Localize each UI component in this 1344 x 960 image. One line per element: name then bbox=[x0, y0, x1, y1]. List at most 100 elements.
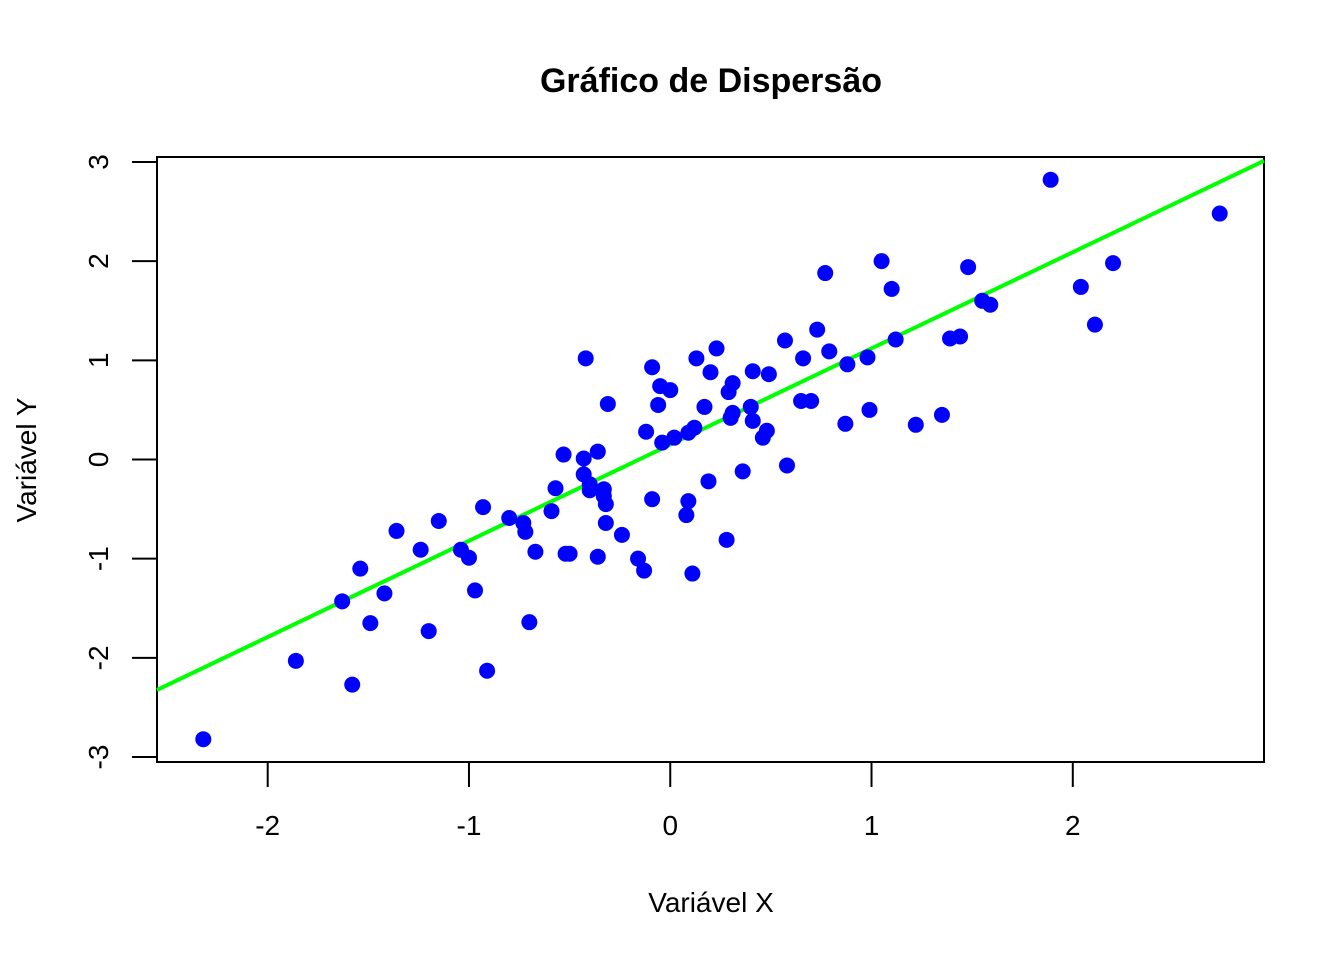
data-point bbox=[334, 593, 351, 610]
data-point bbox=[952, 328, 969, 345]
data-point bbox=[982, 296, 999, 313]
points-layer bbox=[195, 171, 1228, 748]
data-point bbox=[778, 457, 795, 474]
data-point bbox=[744, 363, 761, 380]
data-point bbox=[837, 415, 854, 432]
data-point bbox=[589, 548, 606, 565]
data-point bbox=[430, 512, 447, 529]
data-point bbox=[638, 423, 655, 440]
y-tick-label: 1 bbox=[83, 353, 114, 369]
x-tick-label: 2 bbox=[1065, 810, 1081, 841]
y-tick-label: -3 bbox=[83, 745, 114, 770]
data-point bbox=[599, 395, 616, 412]
data-point bbox=[547, 480, 564, 497]
data-point bbox=[1211, 205, 1228, 222]
data-point bbox=[630, 550, 647, 567]
data-point bbox=[887, 331, 904, 348]
data-point bbox=[684, 565, 701, 582]
data-point bbox=[517, 523, 534, 540]
data-point bbox=[688, 350, 705, 367]
data-point bbox=[809, 321, 826, 338]
data-point bbox=[666, 429, 683, 446]
data-point bbox=[1086, 316, 1103, 333]
data-point bbox=[708, 340, 725, 357]
data-point bbox=[1105, 255, 1122, 272]
data-point bbox=[460, 549, 477, 566]
y-axis: -3 -2 -1 0 1 2 3 bbox=[83, 154, 158, 770]
data-point bbox=[817, 265, 834, 282]
y-tick-label: -1 bbox=[83, 546, 114, 571]
data-point bbox=[555, 446, 572, 463]
data-point bbox=[742, 398, 759, 415]
data-point bbox=[1072, 278, 1089, 295]
data-point bbox=[644, 491, 661, 508]
data-point bbox=[702, 364, 719, 381]
regression-line bbox=[156, 159, 1265, 692]
data-point bbox=[883, 280, 900, 297]
data-point bbox=[501, 510, 518, 527]
data-point bbox=[589, 443, 606, 460]
data-point bbox=[662, 382, 679, 399]
data-point bbox=[873, 253, 890, 270]
data-point bbox=[696, 398, 713, 415]
y-tick-label: 0 bbox=[83, 452, 114, 468]
data-point bbox=[734, 463, 751, 480]
data-point bbox=[376, 585, 393, 602]
data-point bbox=[412, 541, 429, 558]
data-point bbox=[650, 396, 667, 413]
data-point bbox=[861, 401, 878, 418]
data-point bbox=[581, 482, 598, 499]
data-point bbox=[654, 434, 671, 451]
x-tick-label: 0 bbox=[662, 810, 678, 841]
data-point bbox=[287, 652, 304, 669]
data-point bbox=[821, 343, 838, 360]
data-point bbox=[718, 531, 735, 548]
plot-frame bbox=[156, 156, 1265, 763]
data-point bbox=[760, 366, 777, 383]
data-point bbox=[388, 522, 405, 539]
data-point bbox=[1042, 171, 1059, 188]
y-tick-label: -2 bbox=[83, 645, 114, 670]
data-point bbox=[744, 412, 761, 429]
data-point bbox=[776, 332, 793, 349]
data-point bbox=[521, 614, 538, 631]
data-point bbox=[907, 416, 924, 433]
data-point bbox=[803, 392, 820, 409]
data-point bbox=[700, 473, 717, 490]
x-tick-label: -2 bbox=[255, 810, 280, 841]
x-tick-label: 1 bbox=[864, 810, 880, 841]
data-point bbox=[644, 359, 661, 376]
data-point bbox=[795, 350, 812, 367]
y-axis-label: Variável Y bbox=[11, 397, 42, 522]
data-point bbox=[859, 349, 876, 366]
y-tick-label: 3 bbox=[83, 154, 114, 170]
data-point bbox=[577, 350, 594, 367]
data-point bbox=[758, 422, 775, 439]
data-point bbox=[420, 623, 437, 640]
data-point bbox=[195, 731, 212, 748]
data-point bbox=[839, 356, 856, 373]
data-point bbox=[960, 259, 977, 276]
data-point bbox=[561, 545, 578, 562]
data-point bbox=[597, 496, 614, 513]
data-point bbox=[724, 375, 741, 392]
data-point bbox=[636, 562, 653, 579]
data-point bbox=[613, 526, 630, 543]
data-point bbox=[527, 543, 544, 560]
data-point bbox=[597, 514, 614, 531]
x-axis: -2 -1 0 1 2 bbox=[255, 761, 1081, 841]
data-point bbox=[467, 582, 484, 599]
data-point bbox=[678, 507, 695, 524]
y-tick-label: 2 bbox=[83, 253, 114, 269]
x-tick-label: -1 bbox=[457, 810, 482, 841]
data-point bbox=[933, 406, 950, 423]
data-point bbox=[344, 676, 361, 693]
data-point bbox=[543, 503, 560, 520]
data-point bbox=[686, 419, 703, 436]
data-point bbox=[575, 450, 592, 467]
data-point bbox=[352, 560, 369, 577]
data-point bbox=[680, 493, 697, 510]
data-point bbox=[724, 404, 741, 421]
data-point bbox=[362, 615, 379, 632]
